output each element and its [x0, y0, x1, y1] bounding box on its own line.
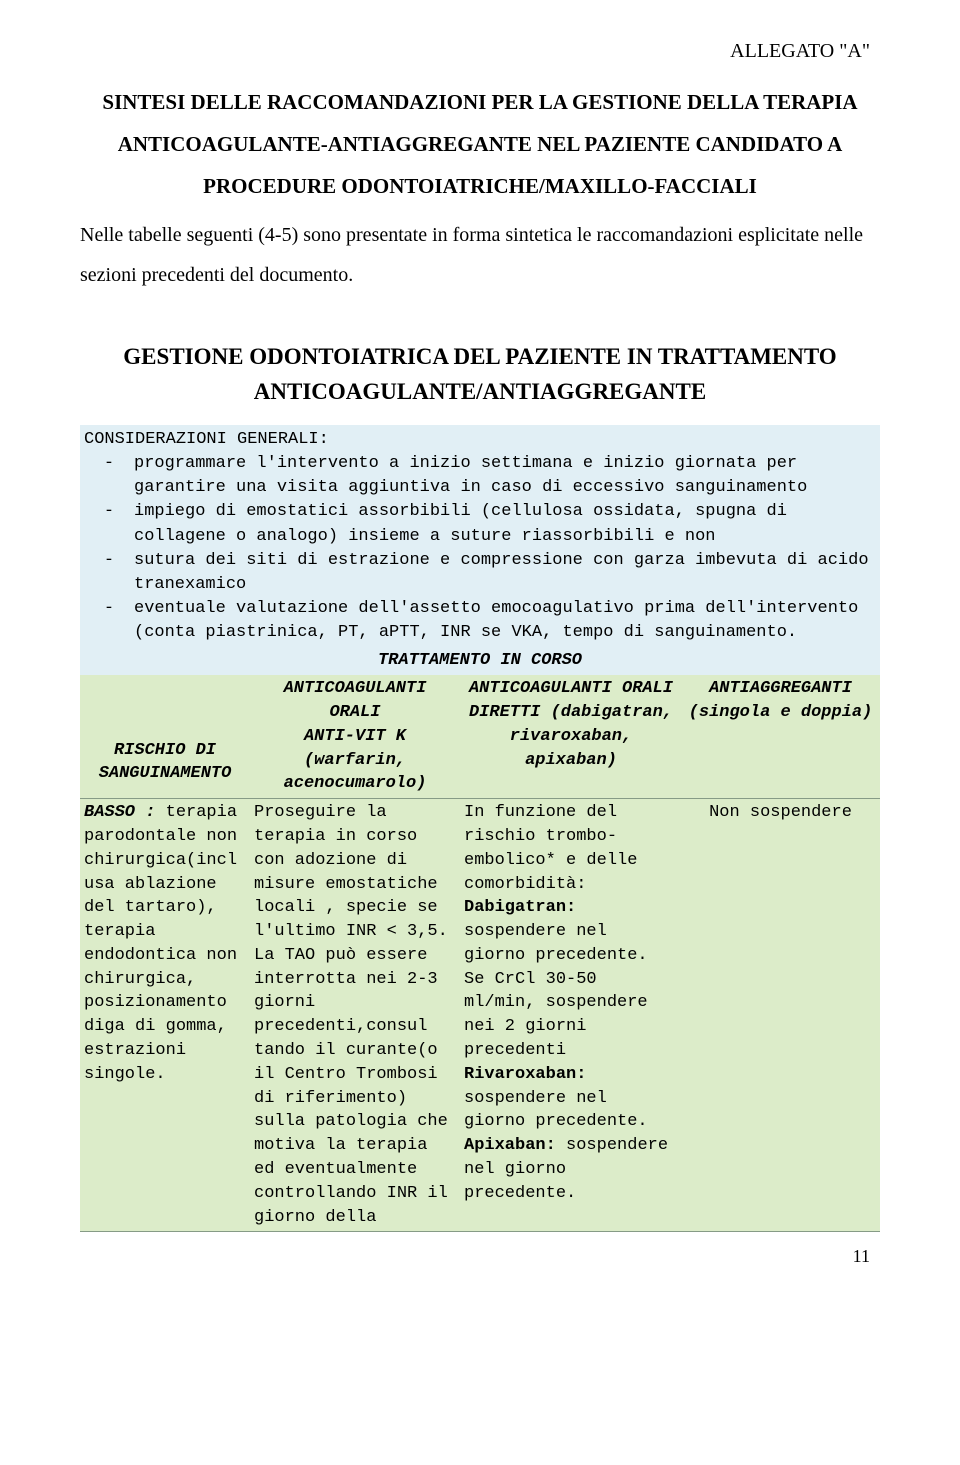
- cell-anticoag-diretti: In funzione del rischio trombo-embolico*…: [460, 799, 682, 1231]
- cell-anticoag-orali: Proseguire la terapia in corso con adozi…: [250, 799, 460, 1231]
- dash-icon: -: [84, 500, 134, 548]
- dash-icon: -: [84, 452, 134, 500]
- cell-antiaggreganti: Non sospendere: [682, 799, 879, 1231]
- page-number: 11: [80, 1246, 880, 1267]
- considerazioni-item: - impiego di emostatici assorbibili (cel…: [84, 500, 876, 548]
- considerazioni-item: - programmare l'intervento a inizio sett…: [84, 452, 876, 500]
- box-title-line1: GESTIONE ODONTOIATRICA DEL PAZIENTE IN T…: [123, 344, 836, 369]
- treatment-table: RISCHIO DI SANGUINAMENTO ANTICOAGULANTI …: [80, 675, 880, 1232]
- box-title: GESTIONE ODONTOIATRICA DEL PAZIENTE IN T…: [80, 340, 880, 409]
- considerazioni-text: programmare l'intervento a inizio settim…: [134, 452, 876, 500]
- main-title-line3: PROCEDURE ODONTOIATRICHE/MAXILLO-FACCIAL…: [80, 165, 880, 207]
- considerazioni-heading: CONSIDERAZIONI GENERALI:: [84, 428, 876, 452]
- document-page: ALLEGATO "A" SINTESI DELLE RACCOMANDAZIO…: [0, 0, 960, 1287]
- cell-rischio-basso: BASSO : terapia parodontale non chirurgi…: [80, 799, 250, 1231]
- col-header-anticoag-orali: ANTICOAGULANTI ORALI ANTI-VIT K (warfari…: [250, 675, 460, 798]
- considerazioni-block: CONSIDERAZIONI GENERALI: - programmare l…: [80, 425, 880, 648]
- allegato-header: ALLEGATO "A": [80, 40, 870, 63]
- considerazioni-text: sutura dei siti di estrazione e compress…: [134, 549, 876, 597]
- box-title-line2: ANTICOAGULANTE/ANTIAGGREGANTE: [254, 379, 706, 404]
- table-row: BASSO : terapia parodontale non chirurgi…: [80, 799, 880, 1232]
- considerazioni-text: impiego di emostatici assorbibili (cellu…: [134, 500, 876, 548]
- table-header-row: RISCHIO DI SANGUINAMENTO ANTICOAGULANTI …: [80, 675, 880, 799]
- considerazioni-item: - eventuale valutazione dell'assetto emo…: [84, 597, 876, 645]
- dash-icon: -: [84, 597, 134, 645]
- col-header-antiaggreganti: ANTIAGGREGANTI (singola e doppia): [682, 675, 879, 798]
- intro-paragraph: Nelle tabelle seguenti (4-5) sono presen…: [80, 215, 880, 295]
- trattamento-header: TRATTAMENTO IN CORSO: [80, 648, 880, 675]
- col-header-anticoag-diretti: ANTICOAGULANTI ORALI DIRETTI (dabigatran…: [460, 675, 682, 798]
- col-header-rischio: RISCHIO DI SANGUINAMENTO: [80, 675, 250, 798]
- main-title-line2: ANTICOAGULANTE-ANTIAGGREGANTE NEL PAZIEN…: [80, 123, 880, 165]
- dash-icon: -: [84, 549, 134, 597]
- main-title-line1: SINTESI DELLE RACCOMANDAZIONI PER LA GES…: [80, 81, 880, 123]
- considerazioni-item: - sutura dei siti di estrazione e compre…: [84, 549, 876, 597]
- considerazioni-text: eventuale valutazione dell'assetto emoco…: [134, 597, 876, 645]
